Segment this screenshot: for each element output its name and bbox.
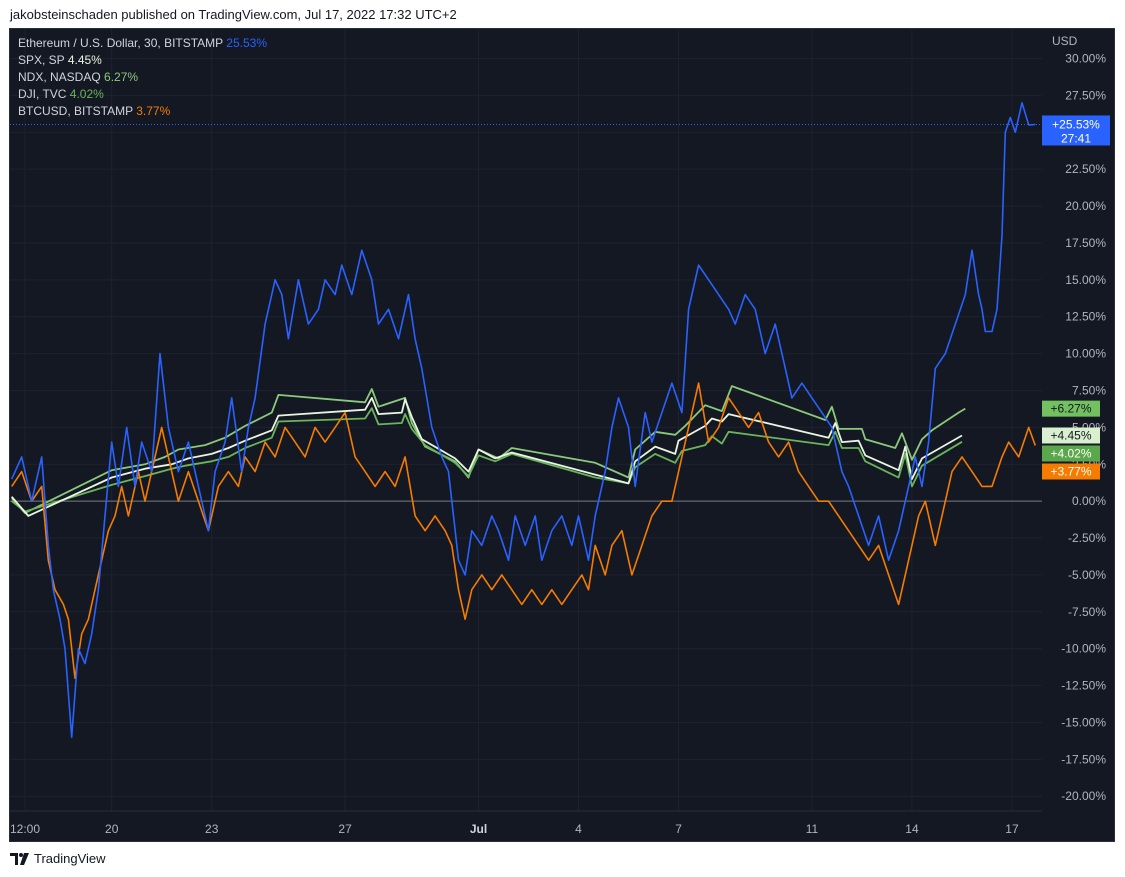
y-tick-label: -12.50%: [1061, 679, 1106, 693]
legend-name-dji: DJI, TVC: [18, 87, 70, 101]
legend-value-ndx: 6.27%: [104, 70, 138, 84]
x-tick-label: 11: [806, 822, 819, 836]
x-tick-label: 4: [575, 822, 582, 836]
y-tick-label: -17.50%: [1061, 752, 1106, 766]
y-tick-label: -15.00%: [1061, 715, 1106, 729]
y-tick-label: 22.50%: [1065, 162, 1106, 176]
series-line-eth: [10, 102, 1036, 738]
last-value-badges: +25.53%27:41 +6.27% +4.45% +4.02% +3.77%: [1042, 115, 1110, 480]
badge-eth: [1042, 115, 1110, 146]
x-tick-label: 17: [1005, 822, 1019, 836]
tradingview-footer[interactable]: TradingView: [10, 851, 106, 866]
series-line-dji: [11, 407, 963, 513]
tradingview-brand: TradingView: [34, 851, 106, 866]
badge-btc-value: +3.77%: [1050, 464, 1091, 478]
y-tick-label: 12.50%: [1065, 310, 1106, 324]
legend-name-ndx: NDX, NASDAQ: [18, 70, 104, 84]
legend-name-btc: BTCUSD, BITSTAMP: [18, 104, 136, 118]
y-tick-label: 10.00%: [1065, 347, 1106, 361]
y-tick-label: -10.00%: [1061, 642, 1106, 656]
series-line-spx: [11, 397, 963, 517]
badge-ndx-value: +6.27%: [1050, 402, 1091, 416]
x-tick-label: Jul: [470, 822, 487, 836]
legend-name-spx: SPX, SP: [18, 53, 68, 67]
legend[interactable]: Ethereum / U.S. Dollar, 30, BITSTAMP 25.…: [18, 36, 267, 118]
legend-item-spx[interactable]: SPX, SP 4.45%: [18, 53, 102, 67]
y-tick-label: 17.50%: [1065, 236, 1106, 250]
y-tick-label: 7.50%: [1072, 383, 1106, 397]
y-axis[interactable]: USD30.00%27.50%25.00%22.50%20.00%17.50%1…: [1052, 34, 1106, 803]
series-lines: [10, 102, 1037, 738]
y-tick-label: 0.00%: [1072, 494, 1106, 508]
y-axis-unit: USD: [1052, 34, 1078, 48]
tradingview-logo-icon: [10, 852, 29, 865]
y-tick-label: 20.00%: [1065, 199, 1106, 213]
legend-item-eth[interactable]: Ethereum / U.S. Dollar, 30, BITSTAMP 25.…: [18, 36, 267, 50]
badge-spx-value: +4.45%: [1050, 428, 1091, 442]
legend-item-ndx[interactable]: NDX, NASDAQ 6.27%: [18, 70, 138, 84]
y-tick-label: -7.50%: [1068, 605, 1106, 619]
y-tick-label: -5.00%: [1068, 568, 1106, 582]
badge-dji-value: +4.02%: [1050, 446, 1091, 460]
publisher-caption: jakobsteinschaden published on TradingVi…: [10, 7, 457, 22]
legend-value-eth: 25.53%: [226, 36, 267, 50]
legend-name-eth: Ethereum / U.S. Dollar, 30, BITSTAMP: [18, 36, 226, 50]
badge-dji: [1042, 445, 1100, 462]
legend-value-btc: 3.77%: [136, 104, 170, 118]
legend-value-spx: 4.45%: [68, 53, 102, 67]
y-tick-label: 30.00%: [1065, 52, 1106, 66]
x-tick-label: 12:00: [10, 822, 40, 836]
legend-item-btc[interactable]: BTCUSD, BITSTAMP 3.77%: [18, 104, 171, 118]
x-tick-label: 14: [905, 822, 919, 836]
y-tick-label: 27.50%: [1065, 88, 1106, 102]
series-line-ndx: [11, 385, 966, 514]
y-tick-label: -20.00%: [1061, 789, 1106, 803]
badge-eth-countdown: 27:41: [1061, 131, 1091, 145]
x-tick-label: 7: [675, 822, 682, 836]
x-tick-label: 27: [338, 822, 352, 836]
chart-panel[interactable]: USD30.00%27.50%25.00%22.50%20.00%17.50%1…: [9, 28, 1115, 842]
y-tick-label: 15.00%: [1065, 273, 1106, 287]
comparison-chart[interactable]: USD30.00%27.50%25.00%22.50%20.00%17.50%1…: [10, 29, 1114, 841]
x-tick-label: 20: [105, 822, 119, 836]
badge-eth-value: +25.53%: [1052, 117, 1100, 131]
badge-spx: [1042, 427, 1100, 444]
badge-btc: [1042, 463, 1100, 480]
legend-value-dji: 4.02%: [70, 87, 104, 101]
badge-ndx: [1042, 400, 1100, 417]
x-axis[interactable]: 12:00 20 23 27 Jul 4 7 11 14 17: [10, 810, 1042, 836]
legend-item-dji[interactable]: DJI, TVC 4.02%: [18, 87, 104, 101]
x-tick-label: 23: [205, 822, 219, 836]
y-tick-label: -2.50%: [1068, 531, 1106, 545]
grid: [10, 29, 1042, 811]
